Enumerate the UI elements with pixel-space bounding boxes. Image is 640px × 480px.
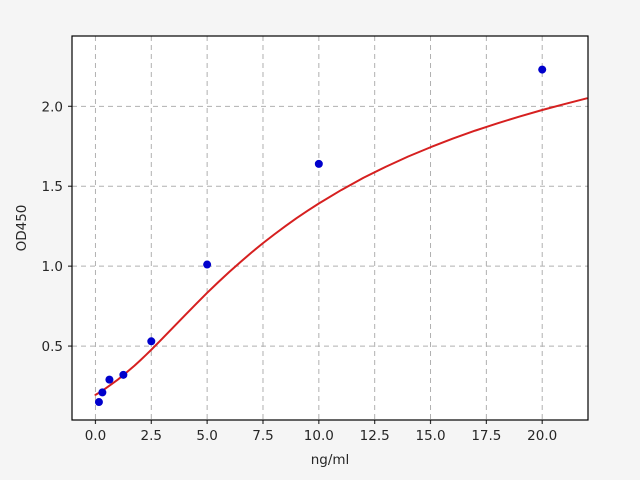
y-tick-label: 0.5 bbox=[42, 339, 63, 355]
tick-marks bbox=[68, 105, 543, 424]
x-tick-label: 5.0 bbox=[196, 428, 217, 444]
data-point bbox=[98, 388, 107, 397]
data-point bbox=[203, 260, 212, 269]
grid-lines bbox=[72, 36, 588, 420]
x-tick-label: 0.0 bbox=[85, 428, 106, 444]
x-tick-label: 12.5 bbox=[360, 428, 390, 444]
axes-background bbox=[72, 36, 588, 420]
data-point bbox=[147, 337, 156, 346]
tick-labels: 0.0 2.5 5.0 7.5 10.0 12.5 15.0 17.5 20.0 0.5 1.0 1.… bbox=[42, 99, 558, 444]
data-point bbox=[314, 159, 323, 168]
x-tick-label: 7.5 bbox=[252, 428, 273, 444]
y-axis-title: OD450 bbox=[14, 205, 30, 252]
data-point bbox=[119, 370, 128, 379]
data-point bbox=[105, 375, 114, 384]
axes-border bbox=[71, 35, 589, 421]
data-point bbox=[94, 398, 103, 407]
x-tick-label: 17.5 bbox=[471, 428, 501, 444]
y-tick-label: 2.0 bbox=[42, 99, 63, 115]
fitted-curve-path bbox=[94, 97, 588, 396]
data-points bbox=[94, 65, 547, 407]
y-tick-label: 1.0 bbox=[42, 259, 63, 275]
x-axis-title: ng/ml bbox=[311, 452, 350, 468]
data-curve bbox=[94, 97, 588, 396]
x-tick-label: 10.0 bbox=[304, 428, 334, 444]
x-tick-label: 2.5 bbox=[141, 428, 162, 444]
data-point bbox=[538, 65, 547, 74]
x-tick-label: 20.0 bbox=[527, 428, 557, 444]
y-tick-label: 1.5 bbox=[42, 179, 63, 195]
x-tick-label: 15.0 bbox=[415, 428, 445, 444]
